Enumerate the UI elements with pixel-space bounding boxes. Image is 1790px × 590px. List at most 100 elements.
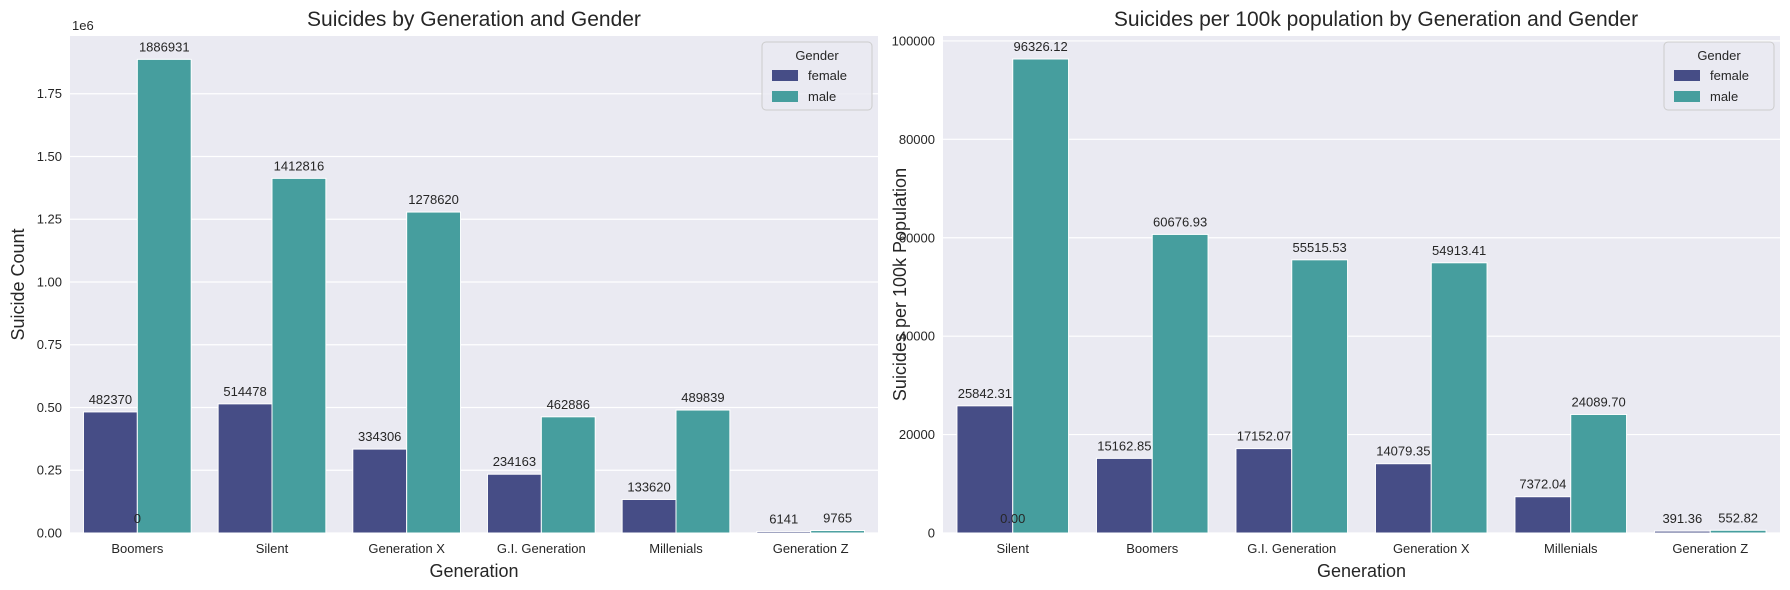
- zero-annotation: 0.00: [1000, 511, 1025, 526]
- plot-area: [70, 36, 878, 533]
- legend-swatch-male: [1674, 91, 1700, 102]
- bar-male: [1291, 259, 1349, 534]
- bar-female: [956, 405, 1014, 534]
- legend-swatch-female: [772, 70, 798, 81]
- data-label: 552.82: [1718, 510, 1758, 525]
- bar-male: [675, 409, 731, 534]
- legend: Gender female male: [761, 41, 873, 111]
- legend-label-female: female: [1710, 68, 1749, 83]
- bar-female: [1095, 457, 1153, 534]
- legend-label-male: male: [808, 89, 836, 104]
- bar-male: [1570, 413, 1628, 534]
- y-tick-label: 1.50: [37, 149, 62, 164]
- data-label: 17152.07: [1237, 429, 1291, 444]
- bar-male: [136, 58, 192, 534]
- data-label: 234163: [493, 454, 536, 469]
- chart-panel-1: 0.00 0.25 0.50 0.75 1.00 1.25 1.50 1.75 482370 18…: [8, 8, 878, 581]
- legend-label-male: male: [1710, 89, 1738, 104]
- data-label: 24089.70: [1572, 394, 1626, 409]
- y-tick-label: 1.00: [37, 274, 62, 289]
- bar-male: [406, 211, 462, 534]
- data-label: 482370: [89, 392, 132, 407]
- chart-title: Suicides per 100k population by Generati…: [1114, 8, 1638, 31]
- bar-male: [1709, 529, 1767, 534]
- bar-female: [1374, 463, 1432, 534]
- x-tick-label: Boomers: [111, 541, 164, 556]
- y-tick-label: 0.00: [37, 526, 62, 541]
- y-tick-label: 80000: [899, 132, 935, 147]
- x-tick-label: Generation Z: [1672, 541, 1748, 556]
- data-label: 334306: [358, 429, 401, 444]
- bar-female: [217, 403, 273, 534]
- bar-female: [352, 448, 408, 534]
- y-tick-label: 40000: [899, 329, 935, 344]
- y-tick-label: 20000: [899, 427, 935, 442]
- x-tick-label: Silent: [996, 541, 1029, 556]
- legend-title: Gender: [1697, 48, 1741, 63]
- chart-panel-2: 0 20000 40000 60000 80000 100000 25842.31 96326…: [890, 8, 1780, 581]
- y-axis-label: Suicide Count: [8, 228, 28, 340]
- y-tick-label: 1.25: [37, 212, 62, 227]
- bar-female: [1235, 448, 1293, 534]
- bar-male: [271, 177, 327, 534]
- data-label: 55515.53: [1293, 240, 1347, 255]
- y-tick-label: 1.75: [37, 86, 62, 101]
- x-tick-label: Generation X: [1393, 541, 1470, 556]
- data-label: 15162.85: [1097, 438, 1151, 453]
- legend-label-female: female: [808, 68, 847, 83]
- x-tick-label: Millenials: [649, 541, 703, 556]
- chart-title: Suicides by Generation and Gender: [307, 8, 641, 31]
- bar-male: [1430, 262, 1488, 534]
- data-label: 1412816: [274, 158, 325, 173]
- y-tick-label: 60000: [899, 230, 935, 245]
- bar-female: [82, 411, 138, 534]
- data-label: 514478: [223, 384, 266, 399]
- x-axis-label: Generation: [429, 561, 518, 581]
- bar-female: [1653, 530, 1711, 534]
- data-label: 9765: [823, 511, 852, 526]
- data-label: 7372.04: [1519, 477, 1566, 492]
- scale-note: 1e6: [72, 18, 94, 33]
- x-tick-label: G.I. Generation: [497, 541, 586, 556]
- data-label: 462886: [547, 397, 590, 412]
- x-tick-label: Silent: [256, 541, 289, 556]
- data-label: 6141: [769, 511, 798, 526]
- y-tick-label: 100000: [892, 33, 935, 48]
- x-tick-label: Boomers: [1126, 541, 1179, 556]
- data-label: 1278620: [408, 192, 459, 207]
- x-tick-label: Generation X: [368, 541, 445, 556]
- x-axis-label: Generation: [1317, 561, 1406, 581]
- legend-title: Gender: [795, 48, 839, 63]
- zero-annotation: 0: [134, 511, 141, 526]
- bar-female: [1514, 496, 1572, 534]
- plot-area: [943, 36, 1780, 533]
- legend-swatch-female: [1674, 70, 1700, 81]
- data-label: 133620: [627, 479, 670, 494]
- data-label: 60676.93: [1153, 214, 1207, 229]
- bar-male: [810, 530, 866, 534]
- bar-male: [1012, 58, 1070, 534]
- bar-male: [540, 416, 596, 534]
- bar-female: [621, 498, 677, 534]
- data-label: 14079.35: [1376, 444, 1430, 459]
- y-axis-label: Suicides per 100k Population: [890, 168, 910, 401]
- data-label: 96326.12: [1014, 39, 1068, 54]
- data-label: 54913.41: [1432, 243, 1486, 258]
- x-tick-label: G.I. Generation: [1247, 541, 1336, 556]
- data-label: 489839: [681, 390, 724, 405]
- legend-swatch-male: [772, 91, 798, 102]
- y-tick-label: 0: [928, 526, 935, 541]
- data-label: 391.36: [1662, 511, 1702, 526]
- data-label: 25842.31: [958, 386, 1012, 401]
- bar-female: [486, 473, 542, 534]
- legend: Gender female male: [1663, 41, 1775, 111]
- data-label: 1886931: [139, 39, 190, 54]
- bar-male: [1151, 233, 1209, 534]
- y-tick-label: 0.50: [37, 400, 62, 415]
- y-tick-label: 0.25: [37, 463, 62, 478]
- bar-female: [756, 530, 812, 534]
- x-tick-label: Millenials: [1544, 541, 1598, 556]
- y-tick-label: 0.75: [37, 337, 62, 352]
- x-tick-label: Generation Z: [773, 541, 849, 556]
